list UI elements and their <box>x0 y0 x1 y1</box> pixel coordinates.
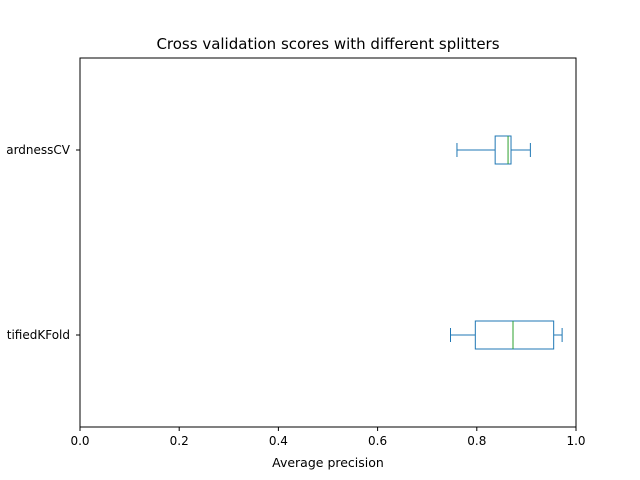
y-tick-label: tifiedKFold <box>7 328 70 342</box>
x-tick-label: 1.0 <box>566 434 585 448</box>
x-tick-label: 0.6 <box>368 434 387 448</box>
x-axis-label: Average precision <box>272 455 384 470</box>
box-iqr <box>494 135 512 165</box>
chart-marks: 0.0 0.2 0.4 0.6 0.8 1.0 tifiedKFold ardnessCV <box>6 135 586 448</box>
x-tick-label: 0.4 <box>269 434 288 448</box>
x-tick-label: 0.0 <box>70 434 89 448</box>
x-tick-label: 0.8 <box>467 434 486 448</box>
box-iqr <box>474 320 555 350</box>
plot-area-frame <box>79 57 577 428</box>
y-tick-label: ardnessCV <box>6 143 71 157</box>
chart-title: Cross validation scores with different s… <box>156 35 499 53</box>
x-tick-label: 0.2 <box>170 434 189 448</box>
